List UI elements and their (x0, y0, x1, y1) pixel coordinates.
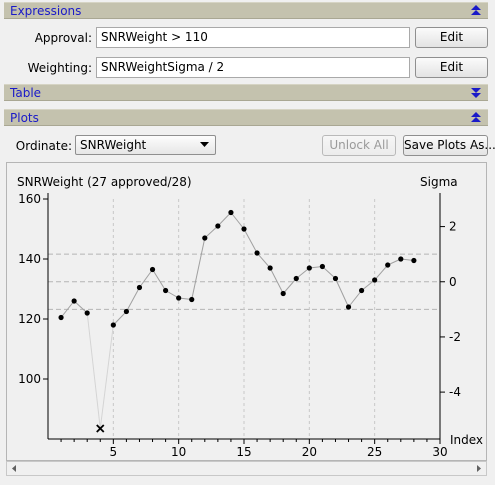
data-point (189, 296, 195, 303)
plots-section-title: Plots (10, 111, 39, 125)
table-section-title: Table (10, 86, 42, 100)
series-line-segment (204, 225, 219, 239)
data-point (202, 235, 208, 241)
sigma-tick-label: 2 (449, 220, 457, 234)
series-line-segment (256, 252, 271, 269)
approval-label: Approval: (34, 31, 92, 45)
data-point (176, 295, 182, 301)
data-point (306, 265, 312, 271)
expand-down-icon[interactable] (470, 86, 482, 99)
series-line-segment (269, 267, 284, 294)
data-point (241, 226, 247, 232)
series-line-segment (99, 324, 114, 429)
table-section-header[interactable]: Table (4, 84, 488, 101)
data-point (345, 304, 352, 310)
y-tick-label: 140 (18, 252, 41, 266)
series-line-segment (112, 311, 127, 326)
data-point (163, 287, 169, 294)
series-line-segment (60, 300, 75, 318)
x-tick-label: 30 (432, 445, 447, 459)
data-point (254, 250, 260, 256)
series-line-segment (230, 212, 245, 230)
approval-expression-input[interactable]: SNRWeight > 110 (96, 27, 410, 48)
series-line-segment (191, 237, 206, 300)
expressions-section-title: Expressions (10, 4, 82, 18)
x-tick-label: 25 (367, 445, 382, 459)
series-line-segment (322, 266, 336, 279)
series-line-segment (348, 290, 362, 308)
series-line-segment (73, 300, 88, 314)
x-tick-label: 5 (110, 445, 118, 459)
ordinate-select-value: SNRWeight (80, 138, 147, 152)
plots-section-header[interactable]: Plots (4, 109, 488, 126)
scroll-left-icon[interactable] (8, 462, 21, 475)
scroll-right-icon[interactable] (472, 462, 485, 475)
data-point (332, 275, 339, 282)
series-line-segment (335, 278, 349, 308)
chevron-down-icon (200, 142, 209, 147)
horizontal-scrollbar[interactable] (6, 461, 487, 476)
y-tick-label: 160 (18, 192, 41, 206)
collapse-up-icon[interactable] (470, 111, 482, 124)
data-point (372, 277, 378, 283)
series-line-segment (152, 269, 167, 291)
data-point (149, 266, 156, 273)
weighting-edit-button[interactable]: Edit (415, 57, 488, 78)
data-point (58, 314, 64, 321)
x-tick-label: 10 (171, 445, 186, 459)
series-line-segment (295, 267, 310, 279)
data-point (136, 284, 143, 291)
series-line-segment (361, 279, 375, 291)
save-plots-button[interactable]: Save Plots As... (403, 135, 495, 156)
weighting-expression-input[interactable]: SNRWeightSigma / 2 (96, 57, 410, 78)
rejected-data-point (96, 424, 105, 433)
series-line-segment (139, 269, 153, 288)
ordinate-select[interactable]: SNRWeight (75, 135, 216, 155)
data-point (71, 298, 77, 304)
sigma-tick-label: -2 (449, 330, 461, 344)
y-tick-label: 120 (18, 312, 41, 326)
series-line-segment (86, 312, 101, 429)
data-point (293, 275, 299, 282)
data-point (215, 223, 221, 229)
data-point (398, 256, 404, 262)
data-point (228, 209, 234, 216)
data-point (319, 263, 325, 270)
data-point (110, 322, 116, 328)
approval-edit-button[interactable]: Edit (415, 27, 488, 48)
collapse-up-icon[interactable] (470, 4, 482, 17)
rejected-mark-stroke (96, 424, 105, 433)
data-point (411, 257, 417, 264)
expressions-section-header[interactable]: Expressions (4, 2, 488, 19)
unlock-all-button[interactable]: Unlock All (322, 135, 396, 156)
series-line-segment (243, 228, 258, 254)
chart-right-axis-label: Sigma (420, 175, 458, 189)
ordinate-label: Ordinate: (15, 139, 72, 153)
chart-title: SNRWeight (27 approved/28) (17, 175, 192, 189)
series-line-segment (217, 212, 232, 227)
weighting-label: Weighting: (27, 61, 92, 75)
series-line-segment (282, 278, 297, 294)
x-tick-label: 15 (236, 445, 251, 459)
sigma-tick-label: -4 (449, 385, 461, 399)
data-point (280, 290, 286, 297)
data-point (267, 265, 273, 271)
data-point (359, 287, 365, 294)
data-point (385, 262, 391, 268)
chart-x-axis-label: Index (450, 433, 483, 447)
x-tick-label: 20 (302, 445, 317, 459)
y-tick-label: 100 (18, 372, 41, 386)
data-point (123, 308, 129, 315)
plot-panel: 100 120 140 160 -4 -2 0 2 5 10 15 20 25 30 SNRWeight … (6, 162, 487, 461)
data-point (84, 310, 90, 316)
series-line-segment (374, 264, 389, 281)
sigma-tick-label: 0 (449, 275, 457, 289)
series-line-segment (125, 287, 140, 312)
